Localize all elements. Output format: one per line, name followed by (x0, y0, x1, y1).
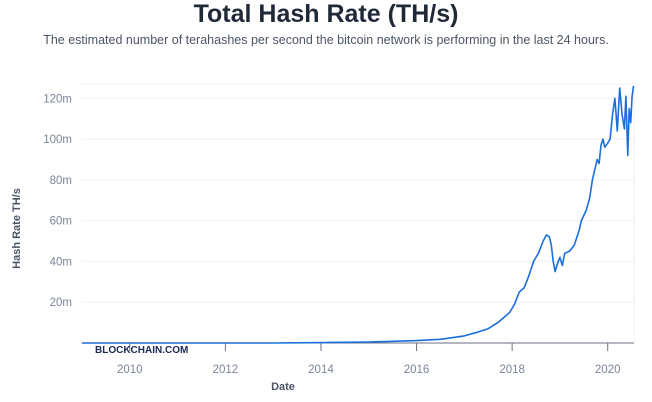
y-tick-label: 20m (50, 297, 72, 309)
x-axis-label: Date (271, 381, 295, 393)
hash-rate-series-line (82, 85, 635, 344)
x-tick-label: 2018 (499, 364, 525, 376)
y-tick-label: 100m (43, 134, 72, 146)
x-tick-label: 2012 (213, 364, 239, 376)
x-tick-label: 2020 (595, 364, 621, 376)
y-tick-label: 40m (50, 256, 72, 268)
x-tick-label: 2014 (308, 364, 334, 376)
y-tick-label: 120m (43, 93, 72, 105)
y-tick-label: 60m (50, 216, 72, 228)
y-tick-label: 80m (50, 175, 72, 187)
chart-subtitle: The estimated number of terahashes per s… (43, 33, 609, 47)
chart-title: Total Hash Rate (TH/s) (193, 0, 459, 28)
x-tick-label: 2010 (117, 364, 143, 376)
x-tick-label: 2016 (404, 364, 430, 376)
blockchain-watermark: BLOCKCHAIN.COM (95, 345, 188, 356)
y-axis-label: Hash Rate TH/s (11, 188, 23, 269)
